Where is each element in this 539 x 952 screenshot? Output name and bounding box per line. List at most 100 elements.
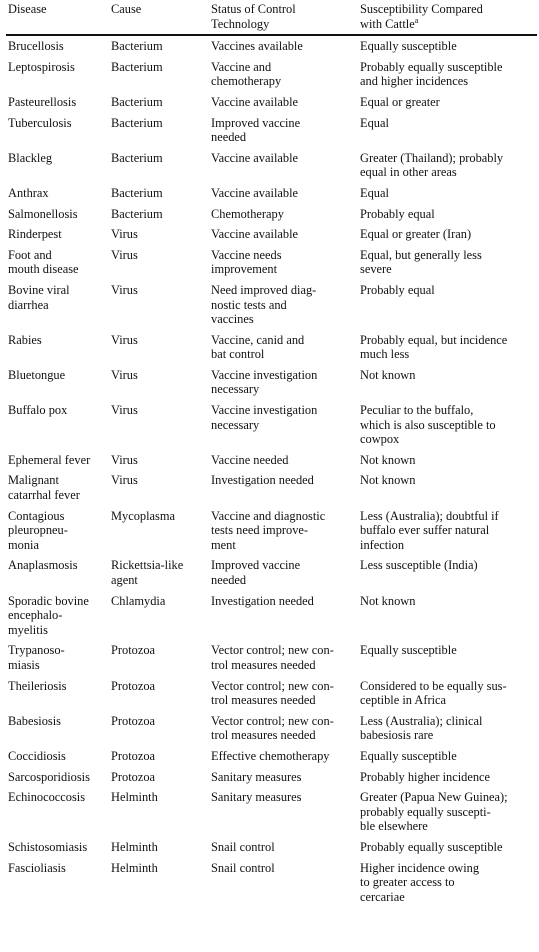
- status-cell: Snail control: [211, 860, 275, 875]
- table-row: Rabies Virus Vaccine, canid and bat contro…: [6, 333, 537, 368]
- susceptibility-cell: Equal, but generally less severe: [360, 247, 482, 277]
- status-cell: Vector control; new con- trol measures n…: [211, 643, 334, 672]
- disease-cell: Coccidiosis: [8, 748, 66, 763]
- disease-cell: Foot and mouth disease: [8, 247, 79, 277]
- disease-cell: Fascioliasis: [8, 860, 66, 875]
- cause-cell: Protozoa: [111, 713, 156, 728]
- cause-cell: Protozoa: [111, 643, 156, 658]
- cause-cell: Virus: [111, 227, 138, 242]
- table-row: Blackleg Bacterium Vaccine available Greate…: [6, 151, 537, 186]
- cause-cell: Helminth: [111, 839, 158, 854]
- status-cell: Investigation needed: [211, 593, 314, 608]
- disease-cell: Rinderpest: [8, 227, 62, 242]
- status-cell: Effective chemotherapy: [211, 748, 330, 763]
- cause-cell: Bacterium: [111, 150, 163, 165]
- susceptibility-cell: Peculiar to the buffalo, which is also s…: [360, 403, 496, 447]
- susceptibility-cell: Equal or greater (Iran): [360, 227, 472, 242]
- disease-cell: Anthrax: [8, 185, 49, 200]
- susceptibility-cell: Not known: [360, 593, 416, 608]
- cause-cell: Virus: [111, 332, 138, 347]
- table-row: Buffalo pox Virus Vaccine investigation ne…: [6, 403, 537, 453]
- disease-cell: Rabies: [8, 332, 42, 347]
- disease-cell: Echinococcosis: [8, 790, 86, 805]
- header-disease-label: Disease: [8, 2, 47, 16]
- susceptibility-cell: Equally susceptible: [360, 748, 457, 763]
- susceptibility-cell: Equally susceptible: [360, 39, 457, 54]
- disease-cell: Pasteurellosis: [8, 94, 77, 109]
- table-row: Tuberculosis Bacterium Improved vaccine ne…: [6, 116, 537, 151]
- table-header: Disease Cause Status of Control Technolo…: [6, 2, 537, 37]
- susceptibility-cell: Considered to be equally sus- ceptible i…: [360, 678, 507, 708]
- footnote-marker: a: [414, 15, 419, 25]
- susceptibility-cell: Greater (Thailand); probably equal in ot…: [360, 150, 504, 180]
- disease-cell: Bovine viral diarrhea: [8, 282, 70, 312]
- susceptibility-cell: Probably equally susceptible and higher …: [360, 59, 503, 89]
- status-cell: Chemotherapy: [211, 206, 284, 221]
- susceptibility-cell: Probably equal, but incidence much less: [360, 332, 508, 362]
- cause-cell: Virus: [111, 367, 138, 382]
- table-body: Brucellosis Bacterium Vaccines available Eq…: [6, 35, 537, 910]
- header-cause: Cause: [109, 2, 209, 37]
- status-cell: Vaccine available: [211, 185, 299, 200]
- status-cell: Vaccine needed: [211, 452, 289, 467]
- status-cell: Need improved diag- nostic tests and vac…: [211, 282, 317, 327]
- disease-cell: Contagious pleuropneu- monia: [8, 508, 68, 552]
- status-cell: Vaccine needs improvement: [211, 247, 282, 277]
- susceptibility-cell: Not known: [360, 473, 416, 488]
- table-row: Schistosomiasis Helminth Snail control Prob…: [6, 840, 537, 861]
- disease-cell: Schistosomiasis: [8, 839, 88, 854]
- susceptibility-cell: Probably equal: [360, 282, 435, 297]
- table-row: Salmonellosis Bacterium Chemotherapy Probab…: [6, 207, 537, 228]
- cause-cell: Protozoa: [111, 769, 156, 784]
- susceptibility-cell: Equal or greater: [360, 94, 440, 109]
- table-row: Bovine viral diarrhea Virus Need improved …: [6, 283, 537, 333]
- disease-cell: Brucellosis: [8, 39, 64, 54]
- disease-cell: Leptospirosis: [8, 59, 75, 74]
- table-row: Theileriosis Protozoa Vector control; new …: [6, 679, 537, 714]
- cause-cell: Virus: [111, 473, 138, 488]
- table-row: Ephemeral fever Virus Vaccine needed Not kn…: [6, 453, 537, 474]
- status-cell: Vector control; new con- trol measures n…: [211, 678, 334, 708]
- status-cell: Snail control: [211, 839, 275, 854]
- cause-cell: Bacterium: [111, 39, 163, 54]
- disease-cell: Tuberculosis: [8, 115, 72, 130]
- susceptibility-cell: Probably higher incidence: [360, 769, 491, 784]
- susceptibility-cell: Equal: [360, 115, 389, 130]
- cause-cell: Virus: [111, 282, 138, 297]
- disease-cell: Anaplasmosis: [8, 558, 78, 573]
- status-cell: Vaccine investigation necessary: [211, 403, 318, 432]
- status-cell: Vector control; new con- trol measures n…: [211, 713, 334, 743]
- cause-cell: Virus: [111, 247, 138, 262]
- disease-cell: Buffalo pox: [8, 403, 68, 418]
- table-row: Echinococcosis Helminth Sanitary measures G…: [6, 790, 537, 840]
- cause-cell: Virus: [111, 452, 138, 467]
- status-cell: Sanitary measures: [211, 769, 302, 784]
- cause-cell: Bacterium: [111, 206, 163, 221]
- header-cause-label: Cause: [111, 2, 142, 16]
- table-row: Coccidiosis Protozoa Effective chemotherap…: [6, 749, 537, 770]
- cause-cell: Protozoa: [111, 678, 156, 693]
- status-cell: Improved vaccine needed: [211, 115, 301, 145]
- status-cell: Improved vaccine needed: [211, 558, 301, 587]
- susceptibility-cell: Higher incidence owing to greater access…: [360, 860, 480, 904]
- table-row: Fascioliasis Helminth Snail control Higher …: [6, 861, 537, 911]
- cause-cell: Virus: [111, 403, 138, 418]
- status-cell: Vaccines available: [211, 39, 303, 54]
- susceptibility-cell: Less (Australia); clinical babesiosis ra…: [360, 713, 483, 743]
- susceptibility-cell: Less susceptible (India): [360, 558, 478, 573]
- status-cell: Sanitary measures: [211, 790, 302, 805]
- disease-cell: Babesiosis: [8, 713, 62, 728]
- header-row: Disease Cause Status of Control Technolo…: [6, 2, 537, 37]
- cause-cell: Helminth: [111, 790, 158, 805]
- disease-cell: Ephemeral fever: [8, 452, 91, 467]
- susceptibility-cell: Not known: [360, 367, 416, 382]
- cause-cell: Bacterium: [111, 185, 163, 200]
- header-susceptibility: Susceptibility Compared with Cattlea: [358, 2, 537, 37]
- table-row: Malignant catarrhal fever Virus Investigat…: [6, 473, 537, 508]
- disease-cell: Blackleg: [8, 150, 53, 165]
- disease-cell: Sporadic bovine encephalo- myelitis: [8, 593, 89, 637]
- header-status: Status of Control Technology: [209, 2, 358, 37]
- status-cell: Vaccine and chemotherapy: [211, 59, 282, 89]
- table-row: Rinderpest Virus Vaccine available Equal or…: [6, 227, 537, 248]
